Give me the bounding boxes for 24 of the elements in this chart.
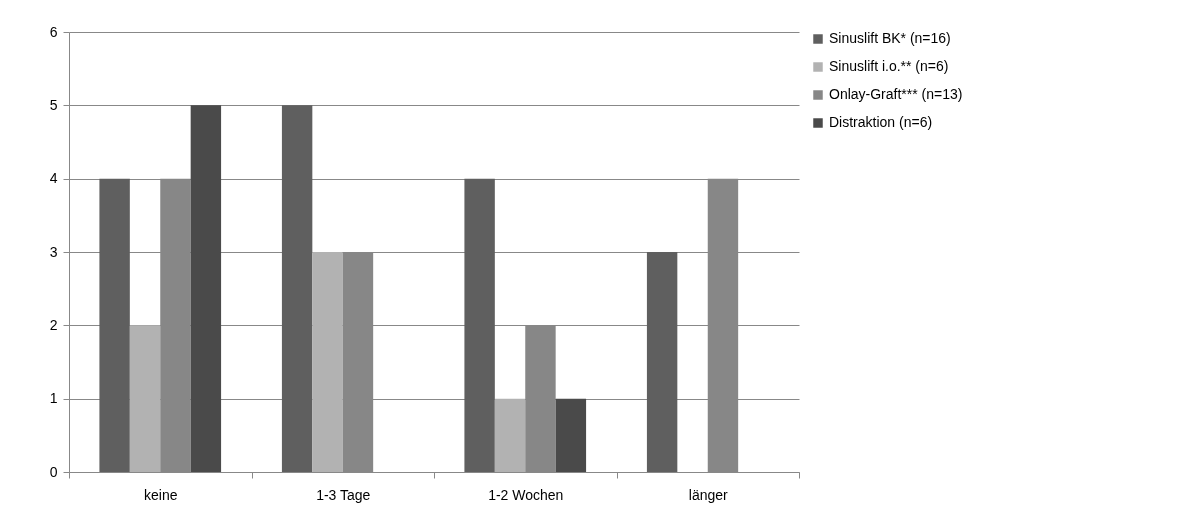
y-tick-label: 0 — [49, 463, 58, 480]
y-tick-label: 4 — [49, 170, 58, 187]
bar — [555, 398, 587, 472]
legend-label: Sinuslift BK* (n=16) — [829, 30, 951, 46]
bar — [190, 105, 222, 472]
y-tick-label: 3 — [49, 243, 58, 260]
bar — [99, 178, 130, 472]
y-tick-label: 6 — [49, 23, 58, 40]
bar — [646, 252, 678, 472]
bar — [464, 178, 495, 472]
y-tick-label: 5 — [49, 96, 58, 113]
bar — [494, 398, 526, 472]
x-tick-label: 1-3 Tage — [316, 486, 371, 503]
legend-label: Sinuslift i.o.** (n=6) — [829, 58, 949, 74]
legend-label: Distraktion (n=6) — [829, 114, 933, 130]
x-tick-label: länger — [688, 486, 729, 503]
x-tick-label: keine — [144, 486, 178, 503]
legend-label: Onlay-Graft*** (n=13) — [829, 86, 963, 102]
bar — [281, 105, 313, 472]
y-tick-label: 2 — [49, 316, 58, 333]
bar — [312, 252, 343, 472]
x-tick-label: 1-2 Wochen — [488, 486, 564, 503]
bar — [129, 325, 161, 472]
y-tick-label: 1 — [49, 390, 58, 407]
